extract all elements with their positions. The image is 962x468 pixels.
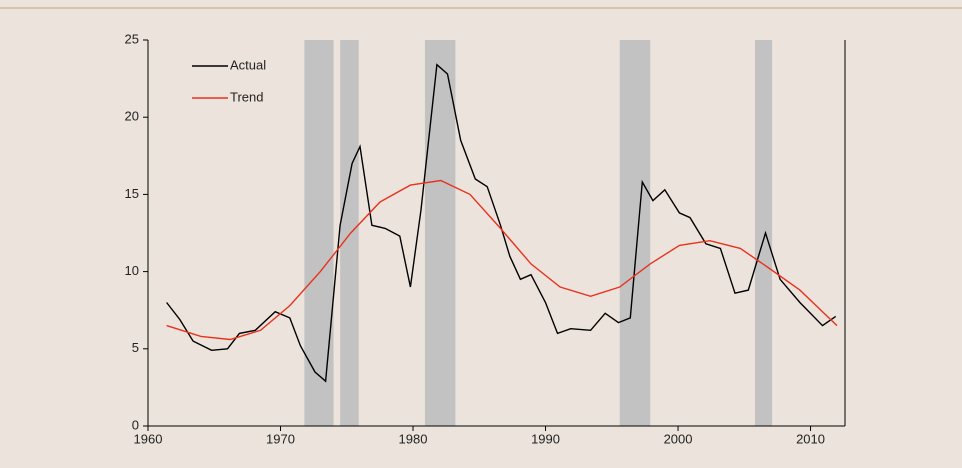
legend-label: Trend bbox=[230, 89, 263, 104]
y-tick-label: 0 bbox=[132, 417, 139, 432]
shaded-period bbox=[340, 40, 359, 426]
x-tick-label: 1990 bbox=[531, 431, 560, 446]
x-tick-label: 2010 bbox=[796, 431, 825, 446]
x-tick-label: 1980 bbox=[399, 431, 428, 446]
y-tick-label: 25 bbox=[125, 31, 139, 46]
series-line bbox=[166, 63, 837, 383]
legend-label: Actual bbox=[230, 57, 266, 72]
x-tick-label: 2000 bbox=[664, 431, 693, 446]
shaded-period bbox=[754, 40, 773, 426]
y-tick-label: 5 bbox=[132, 340, 139, 355]
x-tick-label: 1960 bbox=[134, 431, 163, 446]
x-tick-label: 1970 bbox=[266, 431, 295, 446]
y-tick-label: 10 bbox=[125, 263, 139, 278]
y-tick-label: 15 bbox=[125, 186, 139, 201]
shaded-period bbox=[619, 40, 651, 426]
shaded-period bbox=[424, 40, 456, 426]
series-line bbox=[166, 179, 838, 341]
shaded-period bbox=[304, 40, 334, 426]
y-tick-label: 20 bbox=[125, 109, 139, 124]
